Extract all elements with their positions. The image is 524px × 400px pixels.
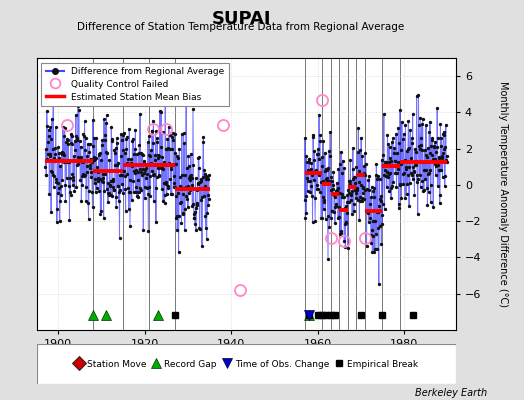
- Text: Difference of Station Temperature Data from Regional Average: Difference of Station Temperature Data f…: [78, 22, 405, 32]
- Text: SUPAI: SUPAI: [211, 10, 271, 28]
- Y-axis label: Monthly Temperature Anomaly Difference (°C): Monthly Temperature Anomaly Difference (…: [498, 81, 508, 307]
- Legend: Difference from Regional Average, Quality Control Failed, Estimated Station Mean: Difference from Regional Average, Qualit…: [41, 62, 229, 106]
- Legend: Station Move, Record Gap, Time of Obs. Change, Empirical Break: Station Move, Record Gap, Time of Obs. C…: [71, 356, 422, 372]
- FancyBboxPatch shape: [37, 344, 456, 384]
- Text: Berkeley Earth: Berkeley Earth: [415, 388, 487, 398]
